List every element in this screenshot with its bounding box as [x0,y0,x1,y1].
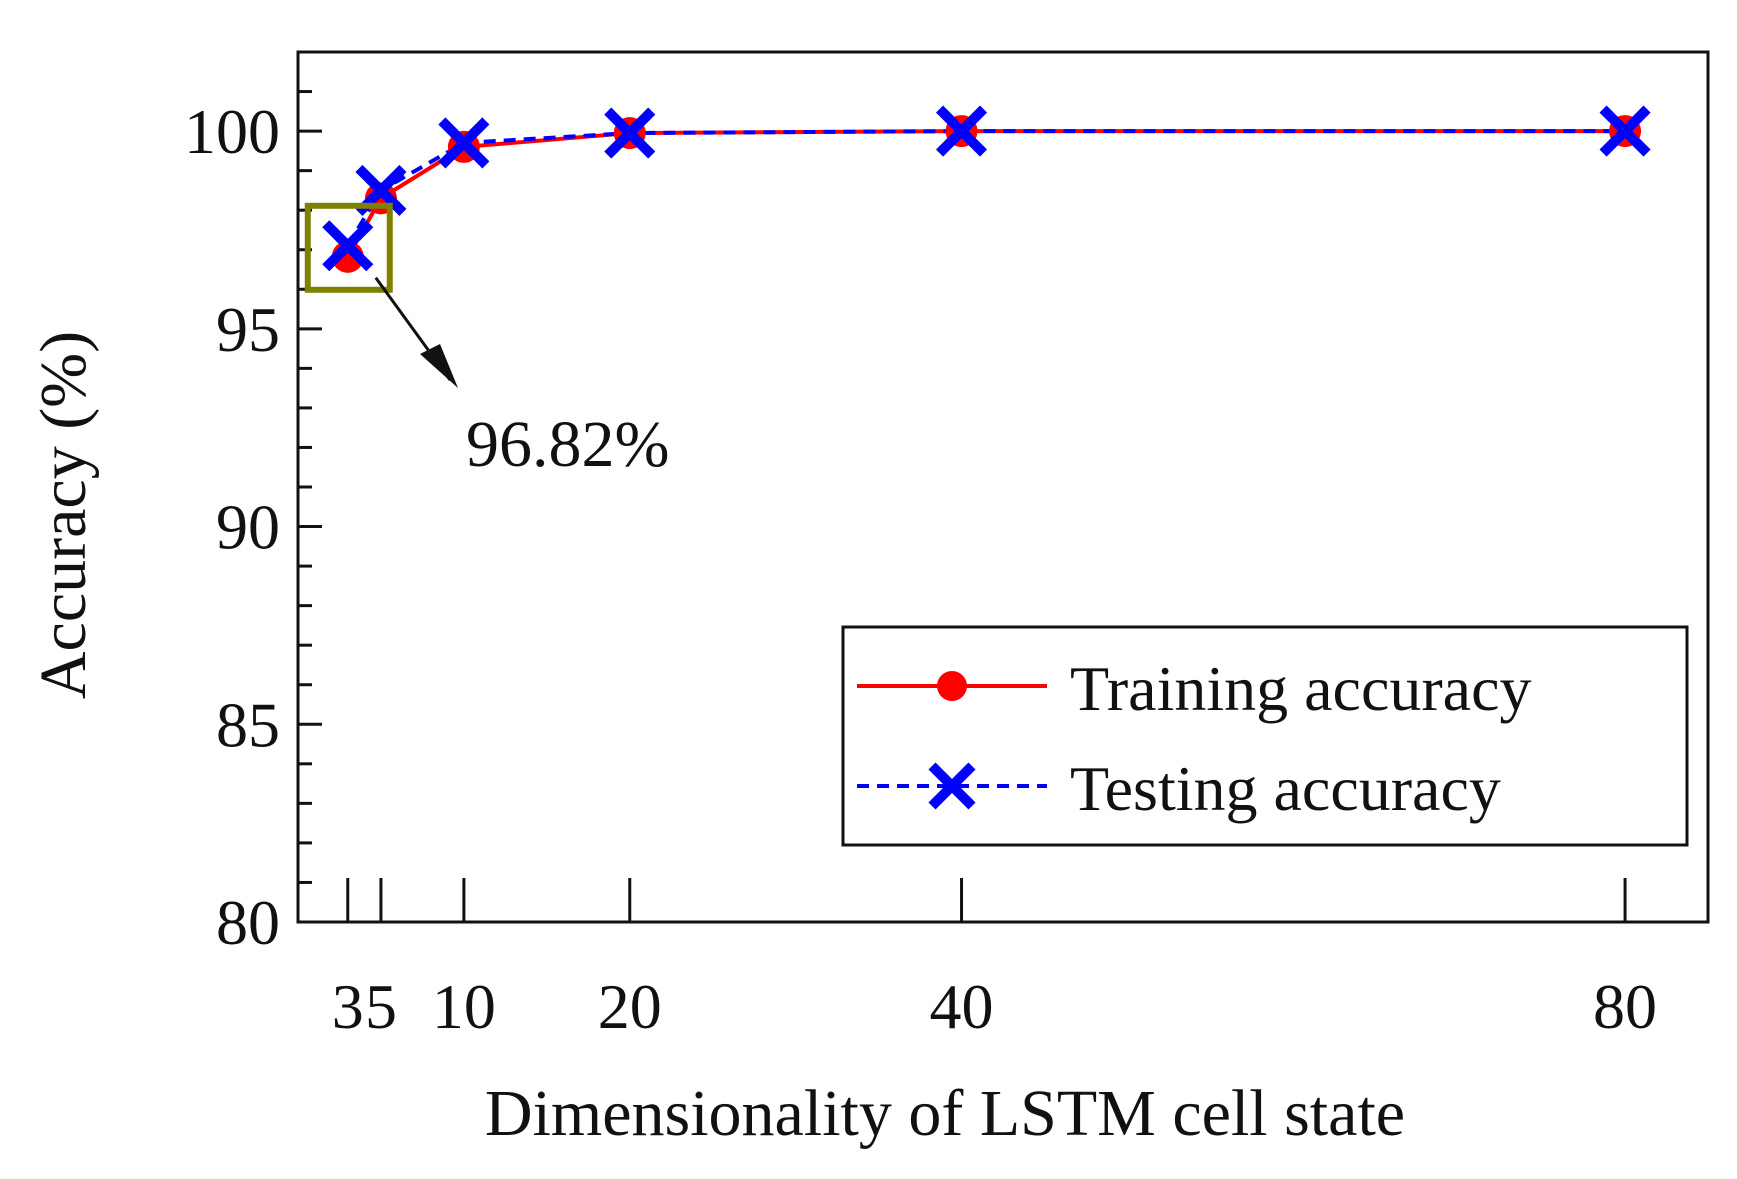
y-axis: 80 85 90 95 100 [184,50,322,958]
y-tick-label: 90 [216,492,280,563]
x-axis-title: Dimensionality of LSTM cell state [485,1077,1405,1150]
y-tick-label: 80 [216,887,280,958]
x-tick-label: 5 [365,971,397,1042]
annotation: 96.82% [304,202,669,481]
testing-point [604,107,656,159]
legend-box [841,625,1689,847]
annotation-arrow-head [420,344,458,388]
y-tick-label: 85 [216,689,280,760]
legend-training-marker [937,671,967,701]
testing-point-stroke [322,220,374,272]
legend-testing-marker [928,762,976,810]
testing-point-stroke [1599,105,1651,157]
testing-point-stroke [604,107,656,159]
testing-line [346,129,1626,247]
x-axis: 3 5 10 20 40 80 [332,878,1657,1042]
annotation-label: 96.82% [466,408,669,481]
x-tick-label: 20 [598,971,662,1042]
y-axis-title: Accuracy (%) [27,331,100,699]
testing-point [1599,105,1651,157]
x-tick-label: 3 [332,971,364,1042]
testing-point [322,220,374,272]
series-layer [322,105,1651,273]
legend-training-label: Training accuracy [1070,653,1531,724]
x-tick-label: 80 [1593,971,1657,1042]
testing-point [935,105,988,157]
legend: Training accuracy Testing accuracy [841,625,1689,847]
y-tick-label: 95 [216,294,280,365]
testing-point-stroke [438,117,490,169]
testing-point-stroke [935,105,988,157]
y-tick-label: 100 [184,96,280,167]
x-tick-label: 10 [432,971,496,1042]
annotation-box [304,202,393,293]
testing-point [438,117,490,169]
x-tick-label: 40 [930,971,994,1042]
legend-testing-label: Testing accuracy [1070,753,1501,824]
